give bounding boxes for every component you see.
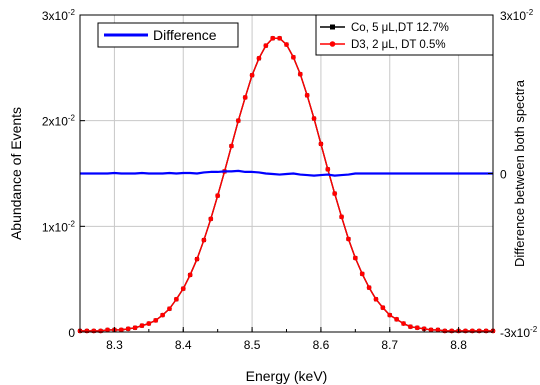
series-1-point — [194, 256, 200, 262]
series-1-point — [359, 271, 365, 277]
series-1-point — [180, 286, 186, 292]
y-tick-label: 2x10-2 — [42, 114, 76, 129]
series-1-point — [352, 255, 358, 261]
series-1-point — [215, 193, 221, 199]
series-1-point — [263, 43, 269, 49]
series-2 — [80, 169, 493, 177]
series-1-point — [187, 272, 193, 278]
x-tick-label: 8.6 — [313, 338, 330, 352]
y-tick-label: 0 — [68, 326, 75, 340]
series-1-point — [304, 92, 310, 98]
series-1-point — [428, 327, 434, 333]
series-1-point — [408, 324, 413, 330]
y2-tick-label: 0 — [500, 168, 507, 182]
series-1-point — [469, 328, 475, 334]
legend-difference: Difference — [97, 22, 239, 48]
series-1-point — [483, 328, 489, 334]
series-1-point — [325, 166, 331, 172]
series-1-point — [284, 42, 289, 47]
series-1-point — [160, 312, 166, 318]
series-1-point — [366, 285, 372, 291]
series-1-point — [242, 95, 248, 100]
legend-co-swatch-marker — [330, 24, 335, 30]
y2-tick-label: 3x10-2 — [500, 8, 534, 23]
series-1-point — [449, 328, 455, 334]
y-tick-label: 3x10-2 — [42, 8, 76, 23]
legend-co-label: Co, 5 μL,DT 12.7% — [351, 22, 449, 34]
series-2-line — [80, 169, 493, 177]
x-tick-label: 8.4 — [175, 338, 192, 352]
series-1-point — [476, 328, 482, 334]
y2-tick-label: -3x10-2 — [500, 325, 538, 340]
series-1-point — [146, 321, 152, 326]
series-1-point — [387, 312, 393, 318]
series-1-point — [173, 296, 179, 302]
axes: 8.3 8.4 8.5 8.6 8.7 8.8 0 1x10-2 2x10-2 3x10-2 -3x… — [42, 8, 538, 352]
series-1-point — [311, 116, 317, 121]
series-1-point — [208, 216, 214, 222]
series-1-point — [125, 326, 131, 332]
series-1-point — [249, 72, 255, 78]
series-1-point — [318, 141, 324, 147]
series-1-point — [256, 55, 262, 61]
y-axis-label: Abundance of Events — [8, 107, 24, 240]
series-1-point — [84, 328, 90, 334]
series-1-point — [153, 317, 159, 323]
series-1-point — [421, 326, 427, 332]
x-tick-label: 8.8 — [450, 338, 467, 352]
series-1-point — [339, 214, 344, 220]
series-1-point — [401, 321, 406, 326]
series-1-point — [270, 35, 276, 41]
y2-axis-label: Difference between both spectra — [512, 79, 527, 267]
series-1-point — [235, 118, 241, 124]
legend-difference-label: Difference — [153, 27, 217, 43]
series-1-point — [442, 328, 448, 334]
series-1-point — [332, 191, 338, 196]
series-1-point — [229, 143, 234, 149]
series-1-point — [201, 237, 207, 243]
legend-spectra-box — [315, 14, 494, 56]
series-1-point — [394, 316, 400, 322]
series-1-point — [297, 71, 303, 77]
series-1-point — [91, 328, 97, 334]
series-1-point — [277, 35, 283, 41]
series-1-point — [380, 305, 386, 311]
series-1-point — [139, 323, 145, 329]
series-1-point — [98, 328, 104, 334]
series-1-point — [290, 54, 296, 60]
x-tick-label: 8.7 — [381, 338, 398, 352]
x-tick-label: 8.5 — [244, 338, 261, 352]
legend-d3-label: D3, 2 μL, DT 0.5% — [351, 39, 446, 51]
series-1-point — [132, 325, 138, 331]
legend-spectra: Co, 5 μL,DT 12.7% D3, 2 μL, DT 0.5% — [315, 14, 494, 56]
legend-d3-swatch-marker — [329, 41, 336, 47]
series-1-point — [435, 327, 441, 333]
series-1-point — [105, 327, 110, 333]
series-1-point — [346, 236, 351, 242]
x-tick-label: 8.3 — [106, 338, 123, 352]
x-axis-label: Energy (keV) — [246, 368, 328, 384]
series-1-point — [118, 327, 124, 333]
series-1-point — [414, 325, 420, 331]
series-1-point — [463, 328, 468, 334]
series-1-point — [373, 296, 379, 302]
y-tick-label: 1x10-2 — [42, 219, 76, 234]
series-1-point — [167, 306, 172, 312]
